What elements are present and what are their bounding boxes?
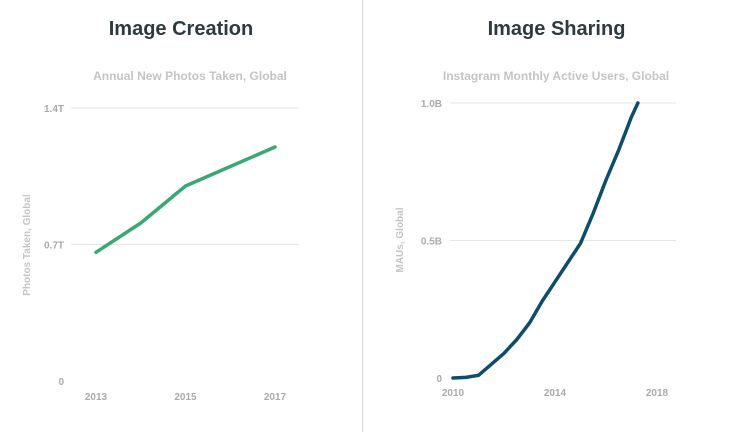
image-creation-heading: Image Creation	[108, 18, 254, 40]
x-tick-label: 2017	[264, 392, 287, 403]
y-tick-label: 0.5B	[421, 237, 442, 248]
x-tick-label: 2013	[85, 392, 108, 403]
y-tick-label: 1.4T	[44, 104, 64, 115]
photos-series-line	[94, 145, 277, 255]
image-sharing-panel: Image Sharing Instagram Monthly Active U…	[363, 0, 750, 432]
y-axis-label: MAUs, Global	[395, 207, 406, 272]
x-tick-label: 2018	[646, 388, 669, 399]
x-tick-label: 2015	[174, 392, 197, 403]
y-tick-label: 0.7T	[44, 241, 64, 252]
image-sharing-heading: Image Sharing	[487, 18, 626, 40]
y-tick-label: 0	[436, 374, 442, 385]
y-axis-label: Photos Taken, Global	[22, 194, 33, 296]
chart-title: Annual New Photos Taken, Global	[93, 69, 287, 83]
x-tick-label: 2010	[442, 388, 465, 399]
mau-series-line	[451, 101, 640, 380]
image-creation-panel: Image Creation Annual New Photos Taken, …	[0, 0, 362, 432]
x-tick-label: 2014	[544, 388, 567, 399]
photos-taken-line-chart: Annual New Photos Taken, Global 0 0.7T 1.4T…	[22, 69, 299, 403]
instagram-mau-line-chart: Instagram Monthly Active Users, Global 0 0…	[395, 69, 676, 399]
y-tick-label: 1.0B	[421, 99, 442, 110]
y-tick-label: 0	[58, 377, 64, 388]
chart-title: Instagram Monthly Active Users, Global	[443, 69, 669, 83]
panel-divider	[362, 0, 363, 432]
